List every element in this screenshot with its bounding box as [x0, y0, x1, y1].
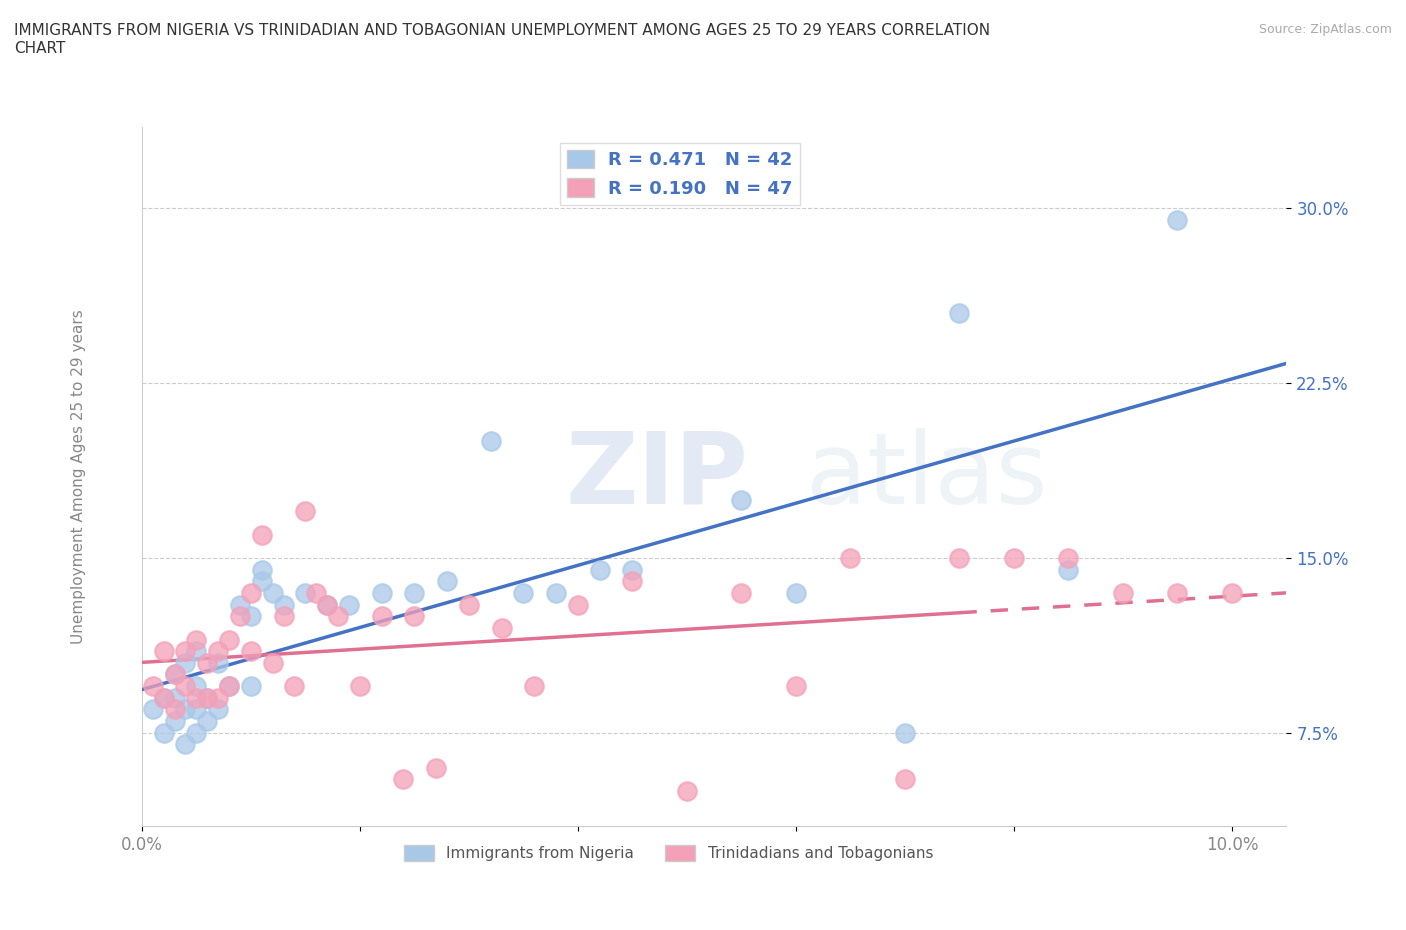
Point — [337, 597, 360, 612]
Point — [1166, 585, 1188, 600]
Point — [186, 644, 208, 658]
Point — [186, 679, 208, 694]
Point — [250, 562, 273, 577]
Point — [239, 609, 262, 624]
Point — [186, 702, 208, 717]
Point — [186, 725, 208, 740]
Text: atlas: atlas — [806, 428, 1047, 525]
Point — [621, 562, 644, 577]
Point — [894, 772, 917, 787]
Point — [567, 597, 589, 612]
Point — [283, 679, 305, 694]
Point — [174, 737, 197, 751]
Point — [273, 597, 295, 612]
Point — [948, 306, 970, 321]
Point — [621, 574, 644, 589]
Point — [207, 702, 229, 717]
Point — [1166, 212, 1188, 227]
Point — [948, 551, 970, 565]
Point — [1002, 551, 1025, 565]
Point — [894, 725, 917, 740]
Point — [207, 644, 229, 658]
Point — [544, 585, 567, 600]
Point — [195, 690, 218, 705]
Point — [229, 597, 252, 612]
Point — [152, 644, 174, 658]
Point — [479, 434, 502, 449]
Point — [730, 585, 752, 600]
Point — [839, 551, 862, 565]
Point — [326, 609, 349, 624]
Point — [229, 609, 252, 624]
Point — [163, 702, 186, 717]
Point — [174, 702, 197, 717]
Point — [457, 597, 479, 612]
Point — [152, 690, 174, 705]
Point — [163, 667, 186, 682]
Point — [730, 492, 752, 507]
Point — [218, 679, 240, 694]
Point — [239, 679, 262, 694]
Point — [218, 632, 240, 647]
Point — [349, 679, 371, 694]
Point — [218, 679, 240, 694]
Point — [676, 784, 699, 799]
Point — [316, 597, 339, 612]
Point — [207, 656, 229, 671]
Point — [294, 585, 316, 600]
Point — [195, 690, 218, 705]
Point — [239, 644, 262, 658]
Point — [785, 585, 807, 600]
Point — [186, 632, 208, 647]
Point — [1220, 585, 1243, 600]
Point — [152, 690, 174, 705]
Point — [262, 656, 284, 671]
Point — [262, 585, 284, 600]
Point — [163, 690, 186, 705]
Point — [1057, 562, 1080, 577]
Point — [785, 679, 807, 694]
Point — [1057, 551, 1080, 565]
Point — [512, 585, 534, 600]
Point — [195, 656, 218, 671]
Point — [142, 679, 165, 694]
Point — [273, 609, 295, 624]
Point — [305, 585, 328, 600]
Legend: Immigrants from Nigeria, Trinidadians and Tobagonians: Immigrants from Nigeria, Trinidadians an… — [398, 839, 939, 868]
Point — [491, 620, 513, 635]
Point — [195, 713, 218, 728]
Point — [404, 585, 426, 600]
Point — [370, 585, 392, 600]
Point — [436, 574, 458, 589]
Point — [152, 725, 174, 740]
Point — [370, 609, 392, 624]
Point — [316, 597, 339, 612]
Text: Source: ZipAtlas.com: Source: ZipAtlas.com — [1258, 23, 1392, 36]
Y-axis label: Unemployment Among Ages 25 to 29 years: Unemployment Among Ages 25 to 29 years — [72, 309, 86, 644]
Point — [250, 574, 273, 589]
Point — [186, 690, 208, 705]
Point — [163, 667, 186, 682]
Point — [239, 585, 262, 600]
Point — [425, 761, 447, 776]
Point — [294, 504, 316, 519]
Text: ZIP: ZIP — [565, 428, 748, 525]
Point — [1112, 585, 1135, 600]
Point — [207, 690, 229, 705]
Point — [163, 713, 186, 728]
Point — [250, 527, 273, 542]
Point — [174, 656, 197, 671]
Text: IMMIGRANTS FROM NIGERIA VS TRINIDADIAN AND TOBAGONIAN UNEMPLOYMENT AMONG AGES 25: IMMIGRANTS FROM NIGERIA VS TRINIDADIAN A… — [14, 23, 990, 56]
Point — [392, 772, 415, 787]
Point — [404, 609, 426, 624]
Point — [174, 679, 197, 694]
Point — [523, 679, 546, 694]
Point — [142, 702, 165, 717]
Point — [174, 644, 197, 658]
Point — [589, 562, 612, 577]
